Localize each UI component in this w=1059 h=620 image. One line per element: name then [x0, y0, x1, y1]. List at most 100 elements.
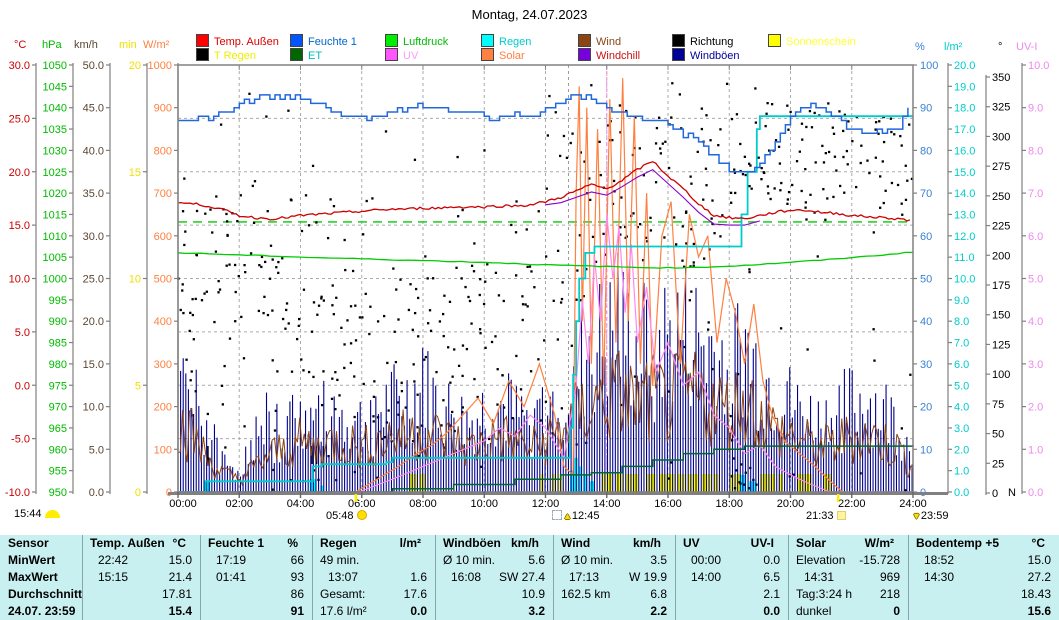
sunshine-bar [551, 474, 557, 492]
uv-axis-label: 0.0 [1028, 487, 1043, 499]
direction-dot [900, 144, 903, 147]
direction-dot [678, 93, 682, 96]
page-title: Montag, 24.07.2023 [471, 7, 588, 22]
direction-dot [461, 406, 464, 409]
temp-axis-label: 10.0 [9, 274, 30, 286]
direction-dot [690, 228, 693, 231]
direction-dot [252, 221, 256, 225]
direction-dot [461, 410, 464, 414]
direction-dot [779, 327, 783, 330]
direction-dot [556, 338, 559, 341]
table-row: 24.07. 23:59 [0, 603, 82, 620]
direction-dot [909, 373, 912, 376]
direction-dot [277, 271, 280, 275]
direction-dot [663, 236, 666, 239]
table-separator [788, 535, 789, 620]
rain-interval-bar [320, 485, 324, 492]
direction-dot [386, 361, 389, 365]
direction-dot [441, 312, 445, 316]
wind-axis-label: 15.0 [83, 359, 104, 371]
rain-axis-label: 2.0 [954, 444, 969, 456]
table-cell: Wind [561, 536, 591, 550]
direction-dot [251, 184, 254, 188]
direction-dot [440, 424, 443, 427]
direction-dot [730, 117, 734, 121]
uv-axis-label: 4.0 [1028, 316, 1043, 328]
solar-axis-label: 800 [154, 145, 172, 157]
direction-dot [733, 171, 737, 174]
direction-dot [681, 225, 684, 228]
table-cell: 3.5 [650, 553, 667, 567]
direction-dot [316, 313, 319, 316]
direction-dot [822, 188, 825, 191]
direction-dot [877, 132, 880, 135]
rain-interval-bar [749, 481, 756, 492]
table-cell: Regen [320, 536, 357, 550]
sunshine-axis-label: 10 [129, 274, 141, 286]
direction-dot [461, 208, 464, 212]
direction-dot [464, 285, 467, 289]
pressure-axis-label: 975 [49, 380, 67, 392]
direction-dot [866, 159, 869, 162]
table-column-windb-en: Windböen km/h Ø 10 min. 5.6 16:08 SW 27.4 10.9… [435, 535, 553, 620]
table-separator [675, 535, 676, 620]
direction-dot [225, 264, 228, 267]
direction-axis-label: 75 [992, 399, 1004, 411]
direction-dot [217, 291, 220, 294]
legend-swatch-icon [196, 48, 209, 61]
table-row: 18:52 15.0 [908, 552, 1059, 569]
direction-dot [257, 309, 261, 313]
moonrise-marker: ▲12:45 [552, 510, 599, 522]
direction-dot [226, 220, 229, 223]
moon-box-icon [552, 510, 562, 520]
direction-dot [320, 295, 323, 298]
table-cell: 00:00 [691, 553, 722, 567]
day-end-marker: ▼23:59 [912, 510, 949, 522]
table-cell: 15:15 [98, 570, 129, 584]
direction-dot [461, 344, 465, 347]
uv-axis-label: 1.0 [1028, 444, 1043, 456]
direction-dot [814, 161, 817, 164]
direction-dot [868, 171, 871, 175]
direction-dot [529, 370, 533, 373]
direction-dot [223, 364, 226, 368]
direction-dot [413, 158, 417, 161]
direction-dot [559, 154, 562, 158]
direction-dot [317, 304, 321, 307]
direction-dot [336, 378, 339, 382]
direction-dot [821, 144, 824, 148]
direction-dot [262, 311, 265, 315]
direction-dot [453, 429, 456, 433]
direction-dot [399, 278, 402, 281]
direction-dot [748, 268, 751, 271]
table-cell: 16:08 [451, 570, 482, 584]
legend-label: Regen [499, 36, 532, 48]
direction-dot [582, 295, 585, 298]
direction-dot [478, 328, 482, 331]
direction-dot [376, 476, 379, 479]
direction-dot [276, 370, 279, 373]
direction-dot [719, 235, 722, 238]
direction-dot [556, 249, 560, 253]
table-row: Ø 10 min. 3.5 [553, 552, 675, 569]
direction-dot [546, 134, 549, 137]
direction-axis-label: 225 [992, 221, 1010, 233]
legend-item-solar: Solar [481, 48, 525, 62]
direction-dot [899, 134, 902, 138]
table-cell: SW 27.4 [498, 570, 545, 584]
table-cell: Feuchte 1 [208, 536, 265, 550]
x-axis-label: 20:00 [777, 498, 805, 510]
direction-dot [428, 309, 432, 312]
direction-dot [205, 290, 208, 293]
humidity-axis-label: 80 [920, 145, 932, 157]
direction-dot [224, 446, 227, 449]
rain-axis-label: 3.0 [954, 423, 969, 435]
direction-dot [483, 149, 486, 152]
direction-dot [442, 334, 445, 338]
direction-dot [228, 337, 232, 340]
direction-dot [242, 357, 246, 360]
table-separator [312, 535, 313, 620]
uv-axis-label: 10.0 [1028, 60, 1049, 72]
direction-dot [343, 238, 346, 242]
direction-dot [565, 156, 569, 160]
